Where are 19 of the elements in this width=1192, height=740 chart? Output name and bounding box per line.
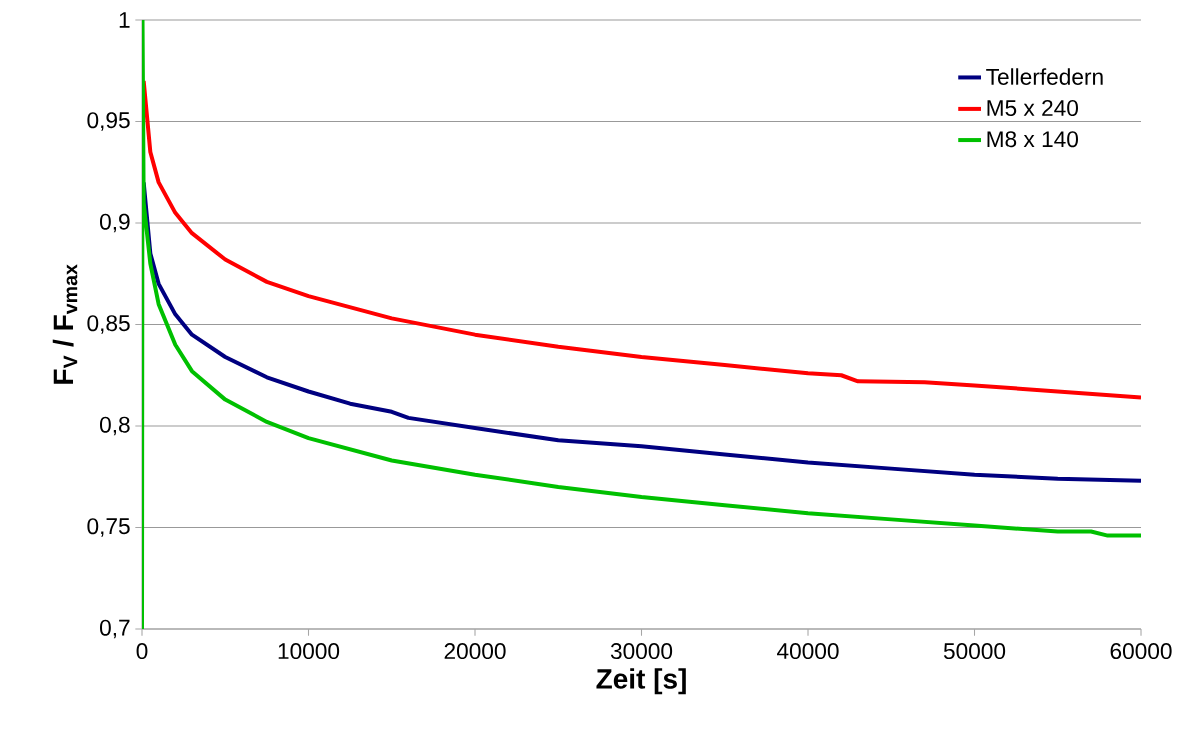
x-tick-label: 60000	[1110, 643, 1172, 660]
x-tick-label: 10000	[278, 643, 340, 660]
y-tick-label: 0,75	[87, 518, 130, 537]
x-tick-label: 40000	[777, 643, 839, 660]
x-tick-label: 0	[136, 643, 148, 660]
y-axis-title: F$_{V}$ / F$_{vmax}$	[52, 264, 78, 384]
y-tick-label: 0,7	[99, 619, 130, 639]
y-tick-label: 0,9	[99, 213, 130, 233]
y-tick-label: 0,85	[87, 315, 130, 334]
x-tick-label: 50000	[943, 643, 1006, 660]
x-tick-label: 20000	[444, 643, 506, 660]
y-tick-label: 0,95	[87, 112, 130, 131]
x-axis-title: Zeit [s]	[596, 668, 686, 695]
y-tick-label: 1	[119, 12, 130, 28]
legend-label: M8 x 140	[987, 131, 1078, 148]
y-tick-label: 0,8	[99, 416, 130, 436]
x-tick-label: 30000	[610, 643, 673, 660]
legend-label: Tellerfedern	[986, 68, 1103, 85]
legend-label: M5 x 240	[987, 99, 1078, 117]
